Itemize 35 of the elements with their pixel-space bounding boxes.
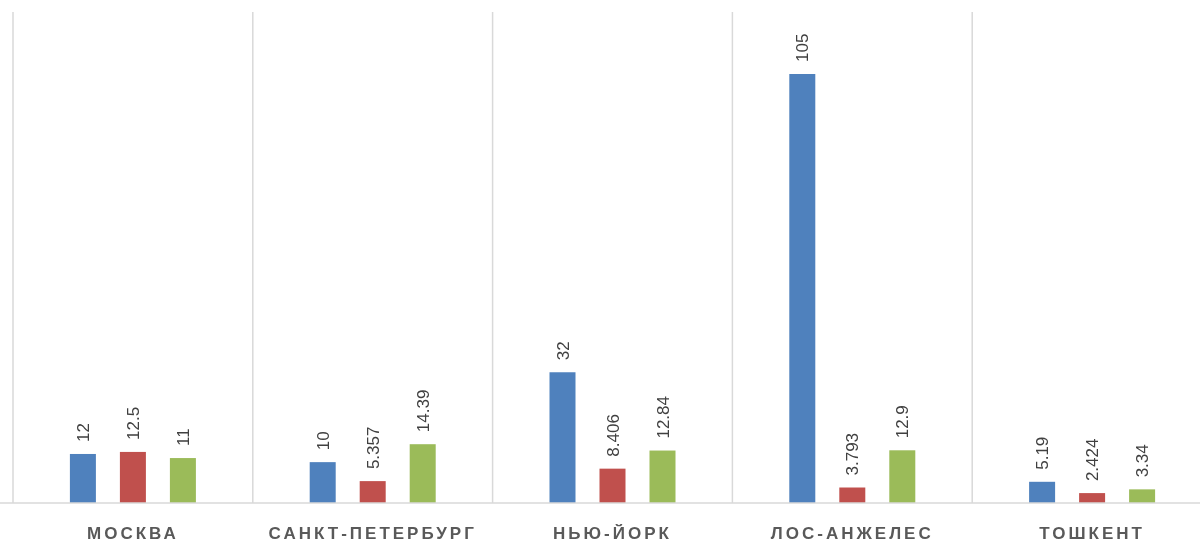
bar — [599, 468, 626, 503]
bar — [119, 451, 146, 503]
bar — [889, 450, 916, 503]
bar — [839, 487, 866, 503]
data-label: 3.793 — [843, 432, 863, 476]
x-tick-label: ЛОС-АНЖЕЛЕС — [770, 524, 934, 543]
data-label: 12.5 — [123, 406, 143, 440]
bar — [409, 444, 436, 503]
data-label: 2.424 — [1083, 438, 1103, 482]
x-tick-label: НЬЮ-ЙОРК — [553, 524, 672, 543]
x-tick-label: ТОШКЕНТ — [1039, 524, 1145, 543]
bar — [1029, 481, 1056, 503]
data-label: 105 — [793, 33, 813, 62]
data-label: 12.9 — [893, 405, 913, 439]
bar — [649, 450, 676, 503]
bar — [1129, 489, 1156, 503]
data-label: 12.84 — [653, 395, 673, 439]
bar — [169, 458, 196, 503]
bar — [69, 453, 96, 503]
data-label: 10 — [313, 431, 333, 451]
bar — [549, 372, 576, 503]
bar — [1079, 493, 1106, 503]
data-label: 8.406 — [603, 414, 623, 457]
data-label: 11 — [173, 428, 193, 447]
bar — [309, 462, 336, 503]
x-tick-label: САНКТ-ПЕТЕРБУРГ — [268, 524, 477, 543]
data-label: 5.357 — [363, 426, 383, 470]
bar — [359, 481, 386, 503]
data-label: 3.34 — [1133, 444, 1153, 478]
data-label: 14.39 — [413, 389, 433, 433]
data-label: 12 — [73, 423, 93, 442]
data-label: 32 — [553, 341, 573, 361]
data-label: 5.19 — [1033, 436, 1053, 470]
bar — [789, 74, 816, 503]
x-tick-label: МОСКВА — [87, 524, 179, 543]
